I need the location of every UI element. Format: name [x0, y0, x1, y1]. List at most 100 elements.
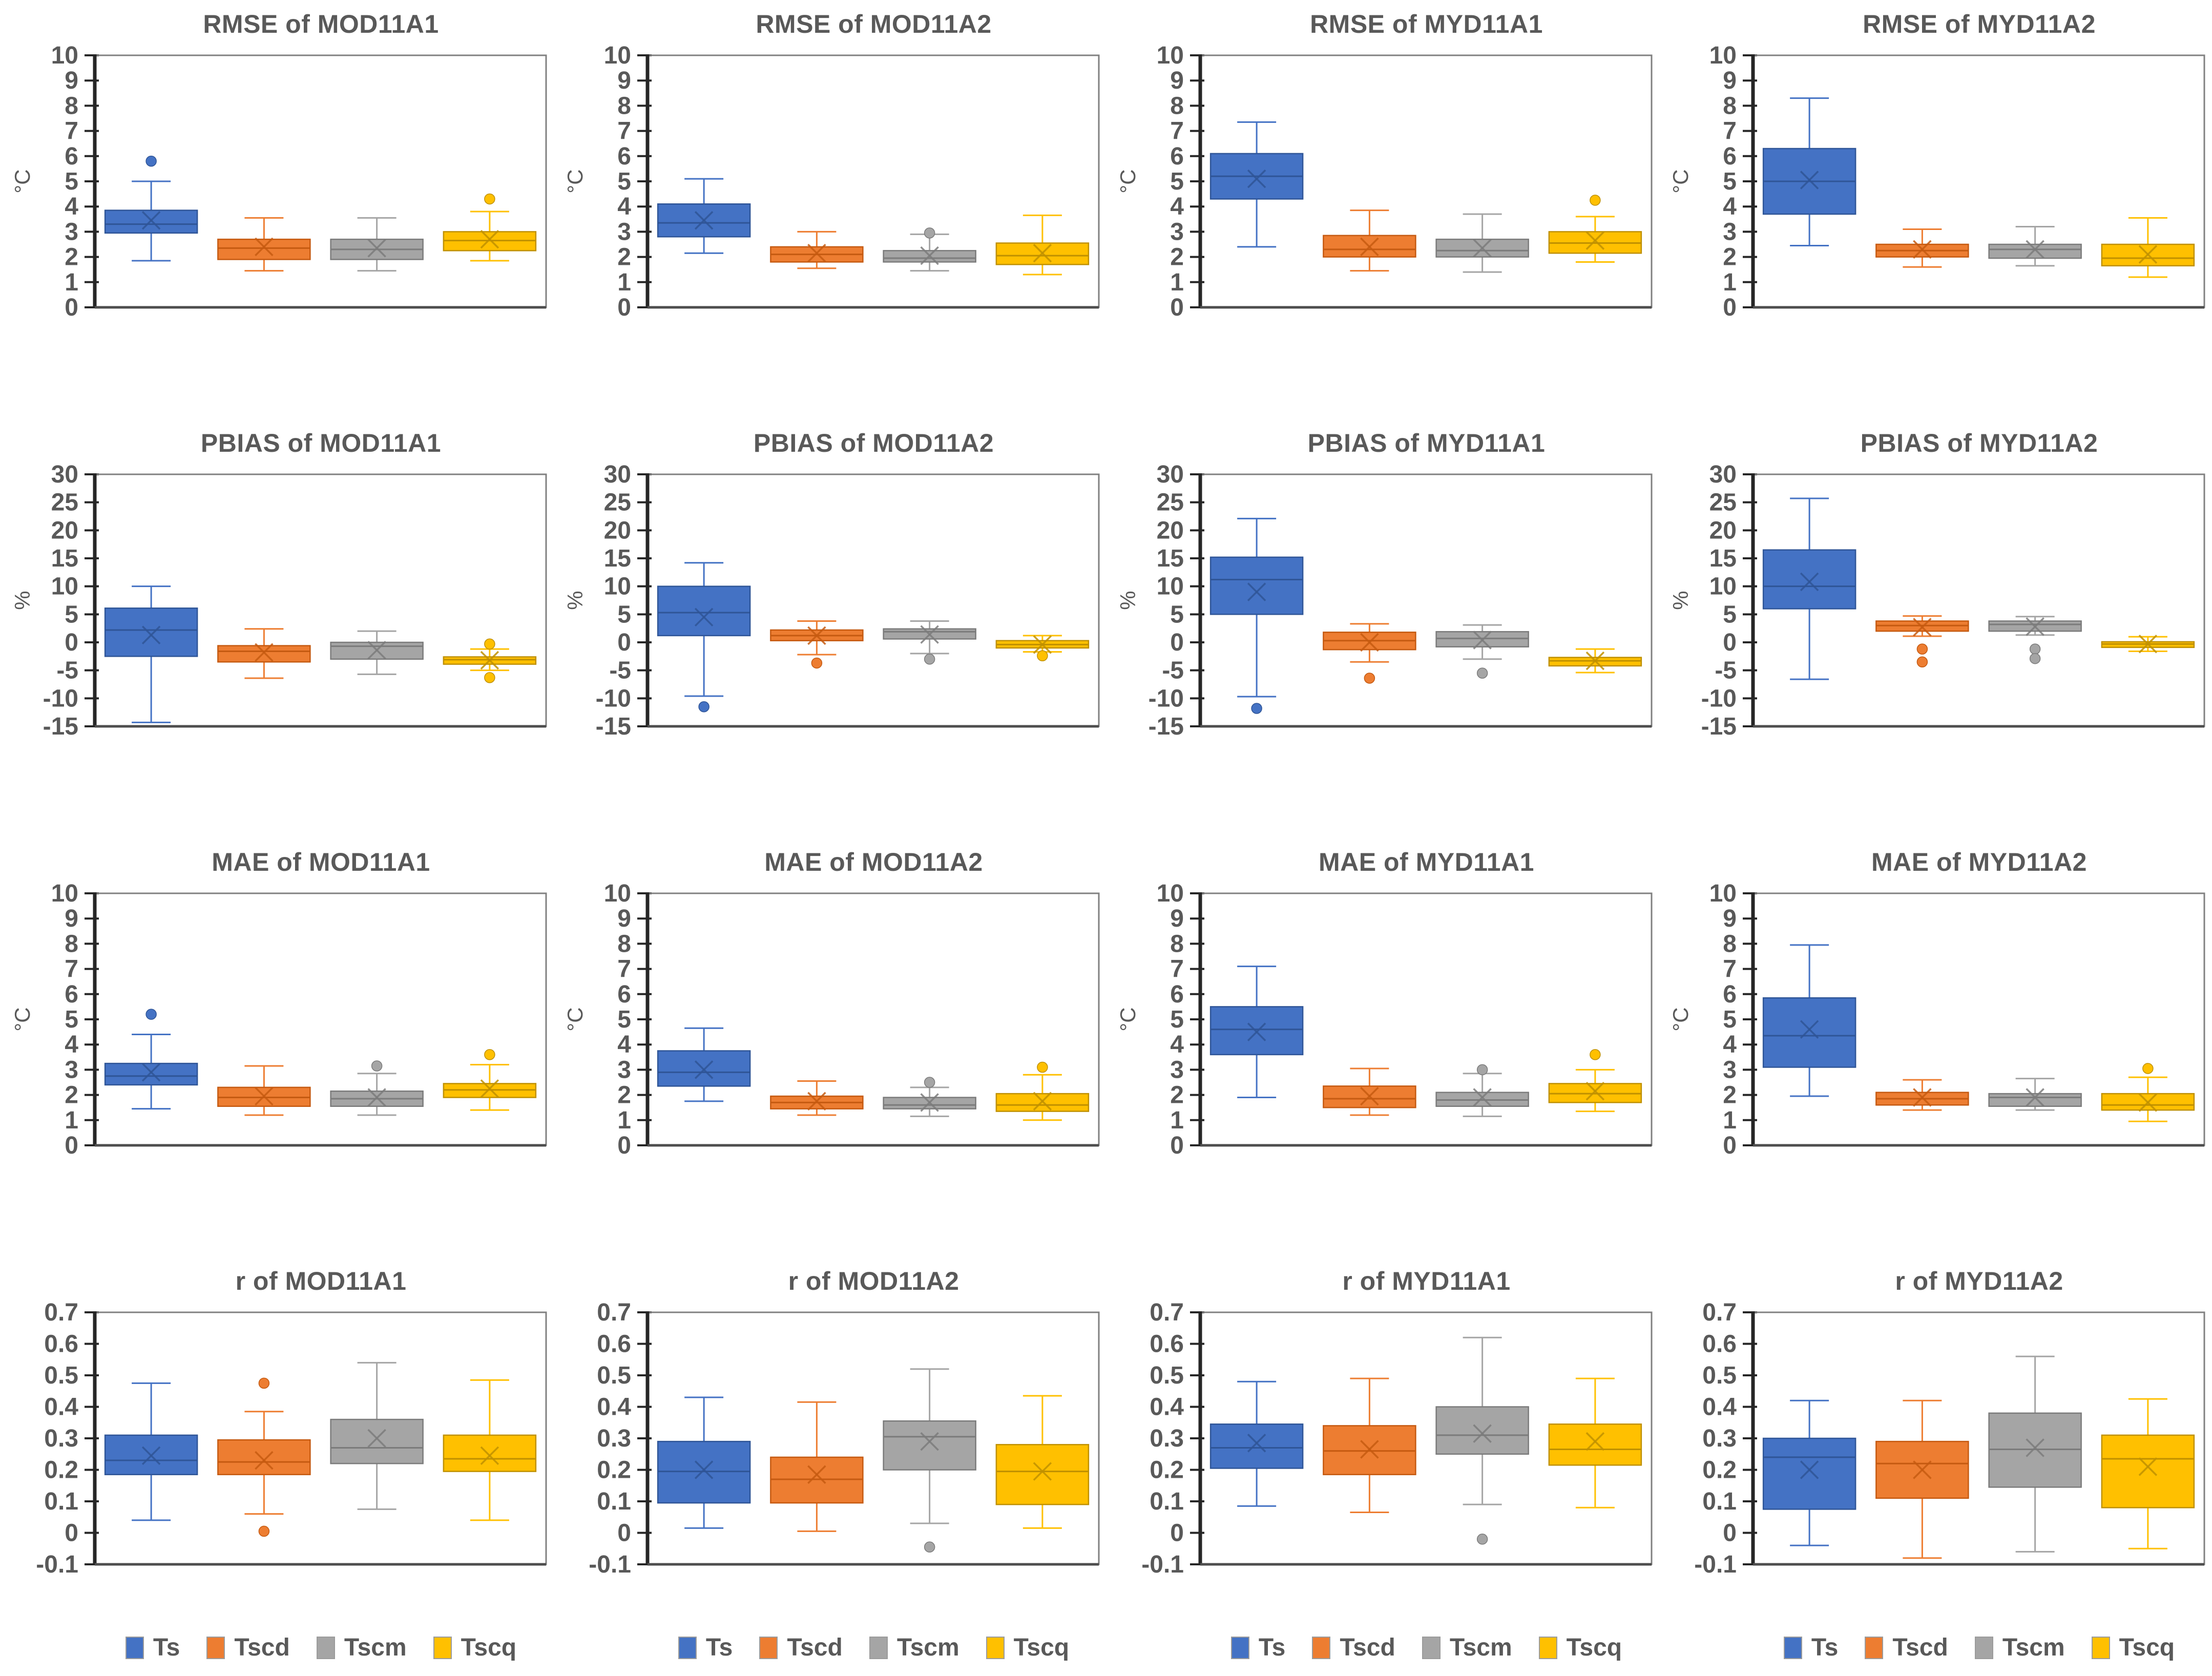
- legend-label: Tscq: [461, 1634, 517, 1661]
- box-group-Tscm: [1435, 1336, 1529, 1545]
- mean-marker: [2138, 635, 2158, 654]
- y-tick-label: 5: [1723, 168, 1737, 195]
- plot-frame: [646, 54, 1100, 308]
- outlier-point: [924, 227, 935, 239]
- y-tick-label: 0.6: [44, 1331, 78, 1358]
- outlier-point: [924, 1541, 935, 1553]
- y-tick-label: 0.3: [44, 1425, 78, 1452]
- mean-marker: [1800, 171, 1819, 190]
- iqr-box: [883, 1420, 976, 1471]
- iqr-box: [1762, 549, 1856, 610]
- y-tick-label: -10: [596, 685, 631, 712]
- legend-swatch-icon: [759, 1636, 778, 1659]
- iqr-box: [443, 1434, 537, 1472]
- mean-marker: [1360, 1086, 1379, 1106]
- mean-marker: [694, 607, 714, 627]
- outlier-point: [258, 1377, 270, 1389]
- outlier-point: [2142, 1063, 2154, 1074]
- mean-marker: [480, 1446, 499, 1465]
- mean-marker: [1360, 1440, 1379, 1459]
- y-tick-label: 0.6: [1702, 1331, 1737, 1358]
- box-group-Tscm: [883, 620, 976, 665]
- mean-marker: [1585, 1081, 1605, 1101]
- boxplot-canvas: 0.7 0.6 0.5 0.4 0.3 0.2 0.1 0 -0.1: [1694, 1299, 2205, 1578]
- box-group-Tscd: [770, 1401, 864, 1532]
- plot-title: r of MOD11A2: [788, 1267, 959, 1295]
- y-tick-label: 10: [51, 573, 78, 600]
- y-tick-label: 8: [65, 92, 78, 119]
- legend: Ts Tscd Tscm Tscq: [95, 1633, 547, 1662]
- box-group-Tscd: [1875, 615, 1969, 668]
- y-tick-label: 0: [1723, 294, 1737, 321]
- mean-marker: [1913, 240, 1932, 259]
- y-tick-label: 7: [1723, 118, 1737, 145]
- box-group-Tscd: [770, 1080, 864, 1116]
- y-tick-label: 8: [617, 92, 631, 119]
- y-tick-label: 10: [1709, 42, 1737, 69]
- legend-item-tscm: Tscm: [1422, 1633, 1512, 1662]
- outlier-point: [145, 1009, 157, 1020]
- legend-swatch-icon: [1312, 1636, 1331, 1659]
- y-tick-label: 4: [1170, 1031, 1184, 1058]
- outlier-point: [484, 638, 495, 650]
- y-tick-label: 0.2: [1150, 1457, 1184, 1484]
- y-tick-label: -5: [1715, 657, 1737, 684]
- y-tick-label: 4: [65, 1031, 78, 1058]
- y-tick-label: 7: [1170, 118, 1184, 145]
- subplot-r-of-mod11a2: r of MOD11A2 0.7 0.6 0.5 0.4 0.3 0.2 0.1 0 -0.1 …: [553, 1257, 1105, 1676]
- mean-marker: [694, 211, 714, 230]
- y-tick-label: 0.7: [1150, 1299, 1184, 1326]
- mean-marker: [1585, 1432, 1605, 1451]
- y-tick-label: -5: [1162, 657, 1184, 684]
- plot-frame: [94, 473, 547, 727]
- y-tick-label: 1: [1723, 1107, 1737, 1134]
- subplot-pbias-of-myd11a1: PBIAS of MYD11A1 30 25 20 15 10 5 0 -5 -10 -15%: [1105, 419, 1658, 838]
- y-tick-label: 0: [1723, 1520, 1737, 1547]
- y-tick-label: -15: [1149, 713, 1184, 740]
- mean-marker: [367, 239, 386, 258]
- box-group-Tscq: [1548, 195, 1642, 263]
- y-tick-label: -15: [596, 713, 631, 740]
- plot-frame: [646, 1311, 1100, 1565]
- y-tick-label: 6: [65, 143, 78, 170]
- plot-title: r of MYD11A1: [1342, 1267, 1511, 1295]
- y-tick-label: -10: [43, 685, 78, 712]
- box-group-Tscd: [1875, 228, 1969, 268]
- y-axis-unit-label: %: [1668, 591, 1693, 610]
- outlier-point: [371, 1060, 383, 1072]
- y-tick-label: 0.1: [1702, 1488, 1737, 1515]
- box-group-Ts: [104, 585, 198, 723]
- y-axis-unit-label: °C: [1116, 1007, 1140, 1031]
- legend-label: Ts: [1258, 1634, 1286, 1661]
- y-tick-label: 2: [1170, 244, 1184, 271]
- mean-marker: [367, 1429, 386, 1448]
- subplot-pbias-of-myd11a2: PBIAS of MYD11A2 30 25 20 15 10 5 0 -5 -10 -15%: [1658, 419, 2211, 838]
- box-group-Tscq: [2101, 217, 2195, 278]
- legend: Ts Tscd Tscm Tscq: [648, 1633, 1100, 1662]
- box-group-Tscm: [883, 227, 976, 272]
- y-tick-label: 4: [1170, 193, 1184, 220]
- mean-marker: [367, 1088, 386, 1107]
- iqr-box: [1762, 997, 1856, 1068]
- mean-marker: [1473, 631, 1492, 650]
- outlier-point: [258, 1525, 270, 1537]
- box-group-Tscq: [443, 1049, 537, 1111]
- outlier-point: [145, 155, 157, 167]
- y-tick-label: 15: [604, 545, 631, 572]
- y-tick-label: 20: [1157, 517, 1184, 544]
- iqr-box: [657, 1440, 751, 1504]
- y-tick-label: 5: [1170, 1006, 1184, 1033]
- box-group-Tscd: [1323, 210, 1416, 272]
- mean-marker: [920, 246, 939, 265]
- iqr-box: [657, 585, 751, 637]
- y-tick-label: -0.1: [1694, 1551, 1737, 1578]
- iqr-box: [1988, 1093, 2082, 1107]
- outlier-point: [811, 657, 823, 669]
- y-tick-label: 6: [617, 981, 631, 1008]
- plot-title: MAE of MYD11A2: [1871, 848, 2087, 876]
